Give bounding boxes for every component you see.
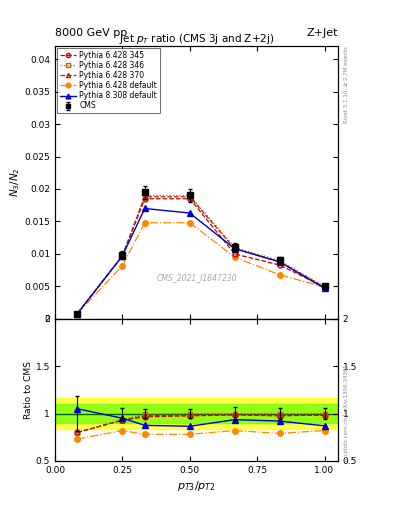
Pythia 6.428 370 (120, 253, 125, 259)
Pythia 6.428 default (120, 263, 125, 269)
Pythia 6.428 346 (142, 193, 147, 199)
Pythia 6.428 default (277, 272, 282, 278)
Line: Pythia 6.428 345: Pythia 6.428 345 (75, 196, 327, 316)
Pythia 6.428 346 (232, 244, 237, 250)
Pythia 6.428 345 (142, 196, 147, 202)
Pythia 6.428 default (187, 220, 192, 226)
Pythia 6.428 346 (75, 310, 80, 316)
Pythia 6.428 370 (187, 194, 192, 200)
Text: Rivet 3.1.10, ≥ 2.7M events: Rivet 3.1.10, ≥ 2.7M events (344, 46, 349, 123)
Pythia 6.428 370 (277, 259, 282, 265)
Bar (55, 398, 338, 429)
Legend: Pythia 6.428 345, Pythia 6.428 346, Pythia 6.428 370, Pythia 6.428 default, Pyth: Pythia 6.428 345, Pythia 6.428 346, Pyth… (57, 48, 160, 113)
Pythia 8.308 default (120, 253, 125, 259)
Pythia 8.308 default (142, 205, 147, 211)
Pythia 6.428 default (75, 310, 80, 316)
Pythia 6.428 370 (322, 284, 327, 290)
Pythia 6.428 345 (322, 284, 327, 290)
Pythia 6.428 345 (187, 196, 192, 202)
Pythia 6.428 default (142, 220, 147, 226)
Pythia 6.428 345 (232, 251, 237, 257)
Y-axis label: Ratio to CMS: Ratio to CMS (24, 361, 33, 419)
Pythia 6.428 345 (120, 253, 125, 259)
Y-axis label: $N_3$/$N_2$: $N_3$/$N_2$ (8, 167, 22, 198)
Text: mcplots.cern.ch [arXiv:1306.3436]: mcplots.cern.ch [arXiv:1306.3436] (344, 365, 349, 461)
Title: Jet $p_T$ ratio (CMS 3j and Z+2j): Jet $p_T$ ratio (CMS 3j and Z+2j) (119, 32, 274, 46)
X-axis label: $p_{T3}/p_{T2}$: $p_{T3}/p_{T2}$ (177, 479, 216, 493)
Pythia 8.308 default (322, 285, 327, 291)
Line: Pythia 6.428 370: Pythia 6.428 370 (75, 195, 327, 316)
Pythia 8.308 default (232, 246, 237, 252)
Pythia 6.428 346 (277, 258, 282, 264)
Pythia 6.428 346 (187, 193, 192, 199)
Bar (55, 404, 338, 423)
Pythia 6.428 346 (322, 283, 327, 289)
Pythia 6.428 345 (75, 310, 80, 316)
Pythia 8.308 default (187, 210, 192, 216)
Line: Pythia 6.428 346: Pythia 6.428 346 (75, 193, 327, 316)
Pythia 6.428 345 (277, 262, 282, 268)
Line: Pythia 8.308 default: Pythia 8.308 default (75, 206, 327, 316)
Pythia 8.308 default (75, 310, 80, 316)
Pythia 6.428 370 (75, 310, 80, 316)
Text: 8000 GeV pp: 8000 GeV pp (55, 28, 127, 38)
Pythia 8.308 default (277, 259, 282, 265)
Pythia 6.428 default (232, 254, 237, 260)
Text: CMS_2021_I1847230: CMS_2021_I1847230 (156, 273, 237, 283)
Pythia 6.428 370 (142, 194, 147, 200)
Text: Z+Jet: Z+Jet (307, 28, 338, 38)
Line: Pythia 6.428 default: Pythia 6.428 default (75, 220, 327, 316)
Pythia 6.428 default (322, 284, 327, 290)
Pythia 6.428 346 (120, 253, 125, 259)
Pythia 6.428 370 (232, 246, 237, 252)
